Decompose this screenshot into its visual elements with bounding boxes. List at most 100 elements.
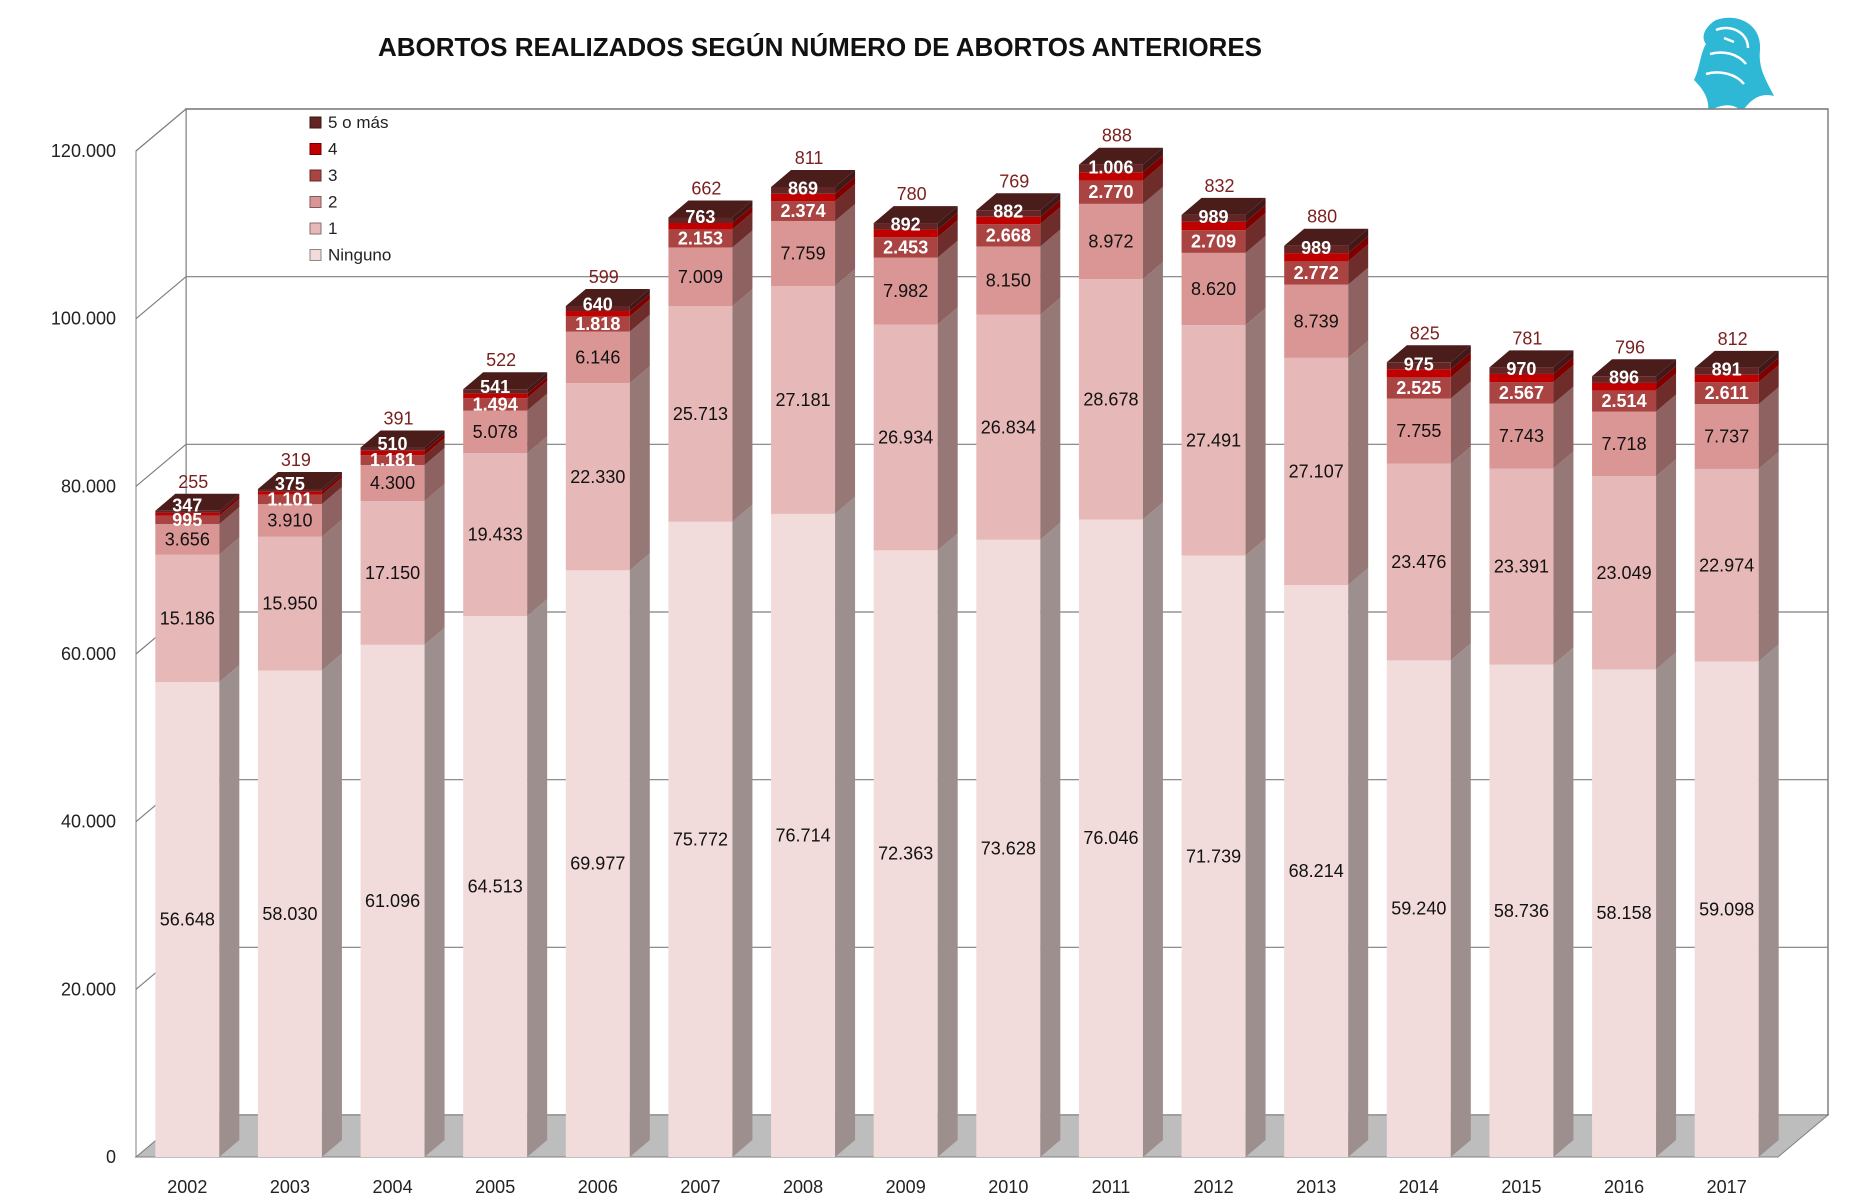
bar-segment [155,498,240,525]
bar-segment-side [1656,394,1677,477]
bar-segment [1489,386,1574,469]
bar-segment [155,495,240,516]
bar-segment-front [257,504,322,537]
bar-segment-front [463,389,528,394]
bar-segment-side [219,498,240,525]
bar-segment-front [360,501,425,645]
bar-segment [668,200,753,224]
bar-segment-front [463,410,528,454]
bar-segment-side [219,495,240,516]
data-label: 891 [1712,359,1742,379]
bar-segment-side [732,206,753,230]
bar-segment-side [424,438,445,465]
bar-segment-front [1386,377,1451,399]
data-label: 27.107 [1289,462,1344,482]
bar-segment-side [937,307,958,551]
x-tick-label: 2015 [1501,1177,1541,1197]
bar-segment-side [835,496,856,1157]
bar-segment-side [629,289,650,312]
data-label: 59.240 [1391,899,1446,919]
x-tick-label: 2008 [783,1177,823,1197]
bar-top [873,206,958,224]
bar-segment-front [771,186,836,194]
bar-segment [360,438,445,465]
x-tick-label: 2005 [475,1177,515,1197]
bar-segment-front [1592,411,1657,477]
data-label: 975 [1404,354,1434,374]
bar-segment-front [155,515,220,525]
data-label: 1.818 [575,314,620,334]
data-label: 892 [891,214,921,234]
bar-segment-front [565,383,630,571]
data-label: 522 [486,350,516,370]
bar-segment [1592,394,1677,477]
bar-segment [976,199,1061,225]
bar-segment-side [1656,652,1677,1157]
bar-segment [1078,262,1163,520]
data-label: 7.755 [1396,421,1441,441]
bar-segment-front [155,554,220,683]
bar-segment [257,653,342,1157]
bar-segment [1181,538,1266,1157]
bar-segment [1284,244,1369,285]
data-label: 832 [1205,176,1235,196]
bar-segment-side [1348,228,1369,254]
bar-segment [976,193,1061,217]
data-label: 2.668 [986,225,1031,245]
y-tick-label: 80.000 [61,476,116,496]
data-label: 26.834 [981,417,1036,437]
data-label: 347 [172,495,202,515]
bar-segment-front [565,331,630,384]
bar-segment-front [771,201,836,221]
bar-segment [873,206,958,230]
bar-segment-front [1284,253,1349,262]
bar-segment-front [1694,468,1759,662]
data-label: 880 [1307,207,1337,227]
bar-segment [155,493,240,513]
data-label: 6.146 [575,347,620,367]
chart-title: ABORTOS REALIZADOS SEGÚN NÚMERO DE ABORT… [378,32,1262,62]
legend: 5 o más 4 3 2 1 Ninguno [309,113,391,265]
data-label: 27.181 [776,390,831,410]
data-label: 8.739 [1294,311,1339,331]
bar-segment-side [1656,459,1677,670]
bar-segment [360,433,445,456]
legend-swatch [309,143,322,155]
data-label: 76.714 [776,825,831,845]
legend-item: 4 [309,140,337,159]
bar-segment-front [668,223,733,230]
data-label: 3.910 [267,510,312,530]
bar-segment-front [668,306,733,522]
bar-segment-front [1284,585,1349,1157]
bar-segment [873,533,958,1157]
bar-segment [463,372,548,394]
legend-swatch [309,249,322,261]
gridline [135,443,1828,487]
bar-segment-side [1758,644,1779,1157]
data-label: 888 [1102,126,1132,146]
data-label: 56.648 [160,910,215,930]
bar-segment [1694,365,1779,405]
bar-segment [1386,446,1471,661]
data-label: 896 [1609,368,1639,388]
bar-segment-side [835,169,856,194]
bar-segment-front [873,223,938,230]
data-label: 22.974 [1699,555,1754,575]
bar-segment-side [1142,147,1163,173]
bar-segment-side [527,376,548,399]
x-tick-label: 2012 [1194,1177,1234,1197]
data-label: 58.158 [1597,903,1652,923]
bar-segment-side [937,212,958,238]
legend-item: 2 [309,193,337,212]
bar-top [1181,197,1266,215]
y-tick-label: 120.000 [51,141,116,161]
bar-segment [1592,652,1677,1157]
bar-segment [360,447,445,502]
x-tick-label: 2004 [373,1177,413,1197]
bar-segment-front [257,670,322,1157]
bar-segment-side [527,381,548,411]
data-label: 2.525 [1396,378,1441,398]
bar-segment-side [732,289,753,522]
bar-segment-front [1592,390,1657,412]
data-label: 796 [1615,337,1645,357]
